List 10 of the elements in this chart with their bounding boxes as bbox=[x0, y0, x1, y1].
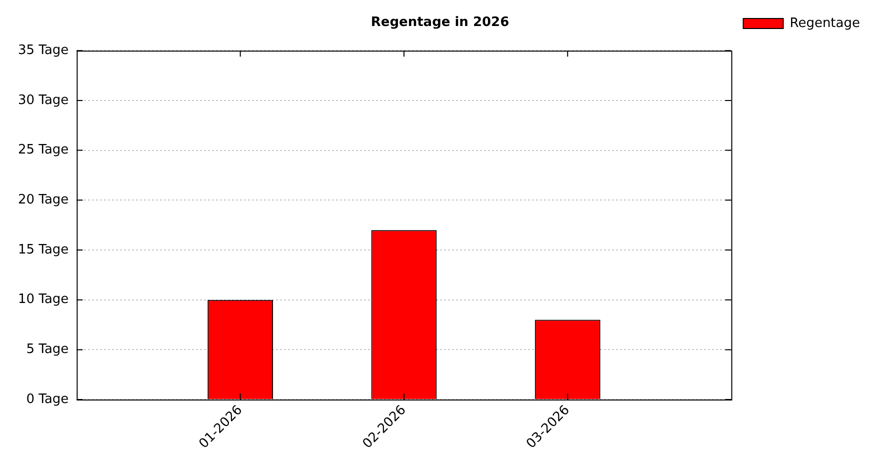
y-tick-label: 15 Tage bbox=[18, 242, 69, 258]
y-tick-label: 5 Tage bbox=[26, 342, 69, 358]
y-tick-label: 10 Tage bbox=[18, 292, 69, 308]
chart-title: Regentage in 2026 bbox=[370, 15, 510, 30]
y-tick-label: 20 Tage bbox=[18, 192, 69, 208]
y-tick-label: 0 Tage bbox=[26, 392, 69, 407]
y-tick-label: 25 Tage bbox=[18, 142, 69, 158]
y-tick-label: 35 Tage bbox=[18, 42, 69, 58]
y-tick-label: 30 Tage bbox=[18, 92, 69, 108]
legend-label: Regentage bbox=[790, 16, 860, 31]
